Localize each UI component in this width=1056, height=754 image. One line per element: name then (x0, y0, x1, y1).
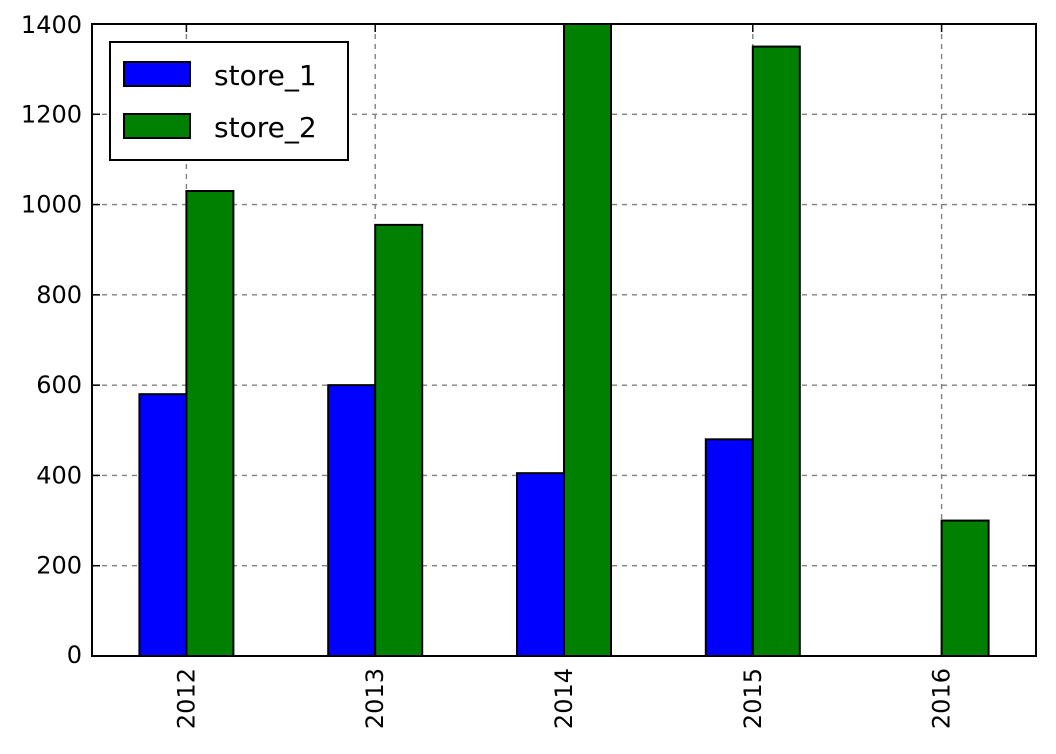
y-tick-label: 1400 (21, 11, 82, 39)
bar-store_2-2013 (374, 223, 424, 657)
bar-store_2-2014 (563, 23, 612, 657)
bar-store_2-2015 (751, 45, 801, 658)
x-axis-ticks: 2012 2013 2014 2015 2016 (172, 24, 956, 729)
y-tick-label: 0 (67, 641, 82, 669)
bar-store_1-2013 (327, 384, 377, 657)
legend-label-store_2: store_2 (214, 111, 317, 144)
bars (138, 23, 990, 658)
legend: store_1 store_2 (109, 41, 349, 161)
y-tick-label: 400 (36, 461, 82, 489)
x-tick-label: 2012 (172, 668, 200, 729)
legend-label-store_1: store_1 (214, 59, 317, 92)
bar-store_2-2012 (185, 190, 235, 657)
x-tick-label: 2013 (361, 668, 389, 729)
bar-store_1-2015 (704, 438, 754, 658)
y-tick-label: 1000 (21, 191, 82, 219)
y-tick-label: 200 (36, 552, 82, 580)
y-tick-label: 800 (36, 281, 82, 309)
legend-swatch-store_2 (123, 113, 191, 139)
legend-swatch-store_1 (123, 61, 191, 87)
bar-store_1-2012 (138, 393, 188, 657)
x-tick-label: 2015 (739, 668, 767, 729)
x-tick-label: 2016 (928, 668, 956, 729)
y-tick-label: 1200 (21, 100, 82, 128)
y-axis-ticks: 0 200 400 600 800 1000 1200 1400 (21, 11, 1036, 669)
bar-store_1-2014 (516, 472, 565, 657)
y-tick-label: 600 (36, 371, 82, 399)
x-tick-label: 2014 (550, 668, 578, 729)
bar-store_2-2016 (940, 519, 990, 657)
